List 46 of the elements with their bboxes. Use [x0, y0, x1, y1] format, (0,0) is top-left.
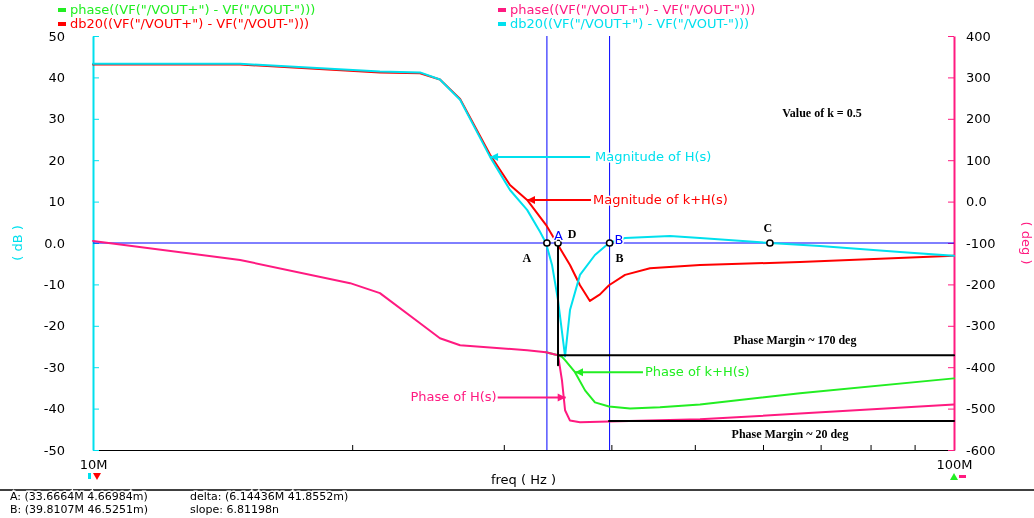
y-tick-label: -10	[43, 277, 65, 293]
text: A: (33.6664M 4.66984m)	[10, 490, 148, 503]
text: delta: (6.14436M 41.8552m)	[190, 490, 349, 503]
y2-tick-label: 300	[966, 70, 991, 86]
annotation: B	[615, 251, 624, 265]
y2-tick-label: 200	[966, 111, 991, 127]
legend-label: phase((VF("/VOUT+") - VF("/VOUT-")))	[70, 2, 316, 17]
text: B: (39.8107M 46.5251m)	[10, 503, 149, 516]
y2-tick-label: -200	[966, 277, 996, 293]
y2-tick-label: 400	[966, 28, 991, 44]
text: slope: 6.81198n	[190, 503, 279, 516]
annotation: Phase Margin ~ 20 deg	[731, 427, 849, 441]
annotation: Phase Margin ~ 170 deg	[733, 333, 857, 347]
y-tick-label: 40	[48, 70, 65, 86]
annotation: Phase of H(s)	[410, 389, 497, 405]
y-tick-label: -30	[43, 359, 65, 375]
annotation: A	[553, 228, 563, 243]
y-tick-label: 30	[48, 111, 65, 127]
x-axis-title: freq ( Hz )	[490, 472, 557, 487]
x-tick-label: 10M	[79, 457, 108, 473]
y-tick-label: -50	[43, 442, 65, 458]
y-tick-label: 50	[48, 28, 65, 44]
y-tick-label: 10	[48, 194, 65, 210]
y-tick-label: -40	[43, 401, 65, 417]
y-tick-label: 20	[48, 152, 65, 168]
annotation: Value of k = 0.5	[782, 106, 862, 120]
y2-tick-label: 100	[966, 152, 991, 168]
y2-tick-label: -500	[966, 401, 996, 417]
legend-label: db20((VF("/VOUT+") - VF("/VOUT-")))	[70, 16, 310, 31]
annotation: B	[614, 232, 624, 247]
legend-label: db20((VF("/VOUT+") - VF("/VOUT-")))	[510, 16, 750, 31]
y-axis-title: ( dB )	[10, 225, 25, 261]
y2-tick-label: -600	[966, 442, 996, 458]
y-tick-label: 0.0	[44, 235, 65, 251]
x-tick-label: 100M	[936, 457, 973, 473]
y2-tick-label: 0.0	[966, 194, 987, 210]
annotation: Phase of k+H(s)	[644, 364, 750, 380]
y-tick-label: -20	[43, 318, 65, 334]
annotation: C	[763, 221, 773, 235]
annotation: D	[567, 227, 577, 241]
y2-axis-title: ( deg )	[1019, 221, 1034, 265]
y2-tick-label: -100	[966, 235, 996, 251]
y2-tick-label: -400	[966, 359, 996, 375]
y2-tick-label: -300	[966, 318, 996, 334]
legend-label: phase((VF("/VOUT+") - VF("/VOUT-")))	[510, 2, 756, 17]
annotation: A	[522, 251, 532, 265]
